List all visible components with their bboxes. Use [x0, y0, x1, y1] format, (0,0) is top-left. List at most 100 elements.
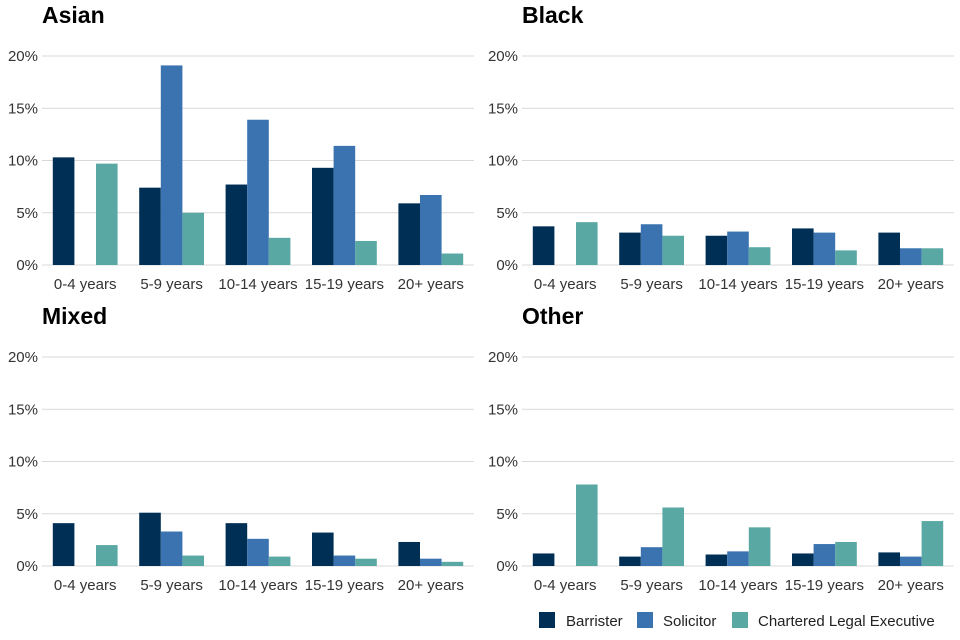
bar-mixed-barrister	[52, 523, 75, 566]
bar-other-barrister	[705, 554, 728, 566]
y-tick-label: 0%	[16, 558, 38, 575]
bar-other-chartered-legal-executive	[662, 507, 684, 566]
x-tick-label: 5-9 years	[620, 577, 683, 594]
bar-mixed-chartered-legal-executive	[355, 558, 377, 566]
x-tick-label: 10-14 years	[698, 577, 777, 594]
bar-other-chartered-legal-executive	[748, 527, 771, 566]
x-tick-label: 15-19 years	[785, 577, 864, 594]
bar-other-solicitor	[640, 547, 663, 566]
bar-asian-solicitor	[160, 65, 183, 265]
bar-asian-chartered-legal-executive	[441, 253, 464, 265]
y-tick-label: 0%	[496, 558, 518, 575]
x-tick-label: 20+ years	[878, 276, 944, 293]
x-tick-label: 20+ years	[878, 577, 944, 594]
panel-title-black: Black	[522, 2, 584, 28]
legend-swatch-barrister	[539, 612, 555, 628]
x-tick-label: 15-19 years	[305, 577, 384, 594]
y-tick-label: 15%	[488, 401, 518, 418]
legend-swatch-solicitor	[637, 612, 653, 628]
bar-asian-barrister	[312, 167, 334, 265]
bar-black-barrister	[878, 232, 900, 265]
x-tick-label: 5-9 years	[620, 276, 683, 293]
y-tick-label: 20%	[8, 349, 38, 366]
bar-other-barrister	[878, 552, 900, 566]
legend-label-solicitor: Solicitor	[663, 613, 716, 630]
bar-other-solicitor	[813, 544, 836, 566]
bar-black-solicitor	[900, 248, 922, 265]
panel-title-asian: Asian	[42, 2, 105, 28]
x-tick-label: 0-4 years	[534, 276, 597, 293]
y-tick-label: 15%	[488, 100, 518, 117]
x-tick-label: 10-14 years	[218, 276, 297, 293]
y-tick-label: 20%	[488, 349, 518, 366]
bar-mixed-barrister	[398, 541, 420, 566]
y-tick-label: 20%	[488, 48, 518, 65]
x-tick-label: 5-9 years	[140, 577, 203, 594]
bar-black-barrister	[705, 235, 728, 265]
bar-mixed-solicitor	[420, 558, 442, 566]
bar-mixed-chartered-legal-executive	[182, 555, 204, 566]
bar-asian-barrister	[139, 187, 161, 265]
panel-title-mixed: Mixed	[42, 303, 107, 329]
x-tick-label: 15-19 years	[305, 276, 384, 293]
bar-mixed-chartered-legal-executive	[96, 545, 118, 566]
bar-black-barrister	[619, 232, 641, 265]
legend-swatch-chartered-legal-executive	[732, 612, 748, 628]
bar-asian-barrister	[225, 184, 248, 265]
bar-black-solicitor	[727, 231, 749, 265]
bar-other-solicitor	[900, 556, 922, 566]
bar-other-barrister	[619, 556, 641, 566]
bar-other-chartered-legal-executive	[921, 521, 944, 566]
bar-black-barrister	[792, 228, 814, 265]
bar-black-chartered-legal-executive	[835, 250, 857, 265]
bar-other-solicitor	[727, 551, 749, 566]
bar-other-chartered-legal-executive	[576, 484, 598, 566]
y-tick-label: 15%	[8, 401, 38, 418]
bar-mixed-solicitor	[333, 555, 356, 566]
bar-other-chartered-legal-executive	[835, 541, 857, 566]
y-tick-label: 0%	[496, 257, 518, 274]
bar-mixed-barrister	[312, 532, 334, 566]
y-tick-label: 0%	[16, 257, 38, 274]
x-tick-label: 0-4 years	[54, 276, 117, 293]
y-tick-label: 10%	[488, 454, 518, 471]
bar-black-barrister	[532, 226, 555, 265]
bar-asian-barrister	[52, 157, 75, 265]
y-tick-label: 10%	[8, 153, 38, 170]
x-tick-label: 5-9 years	[140, 276, 203, 293]
bar-black-solicitor	[813, 232, 836, 265]
bar-black-chartered-legal-executive	[748, 247, 771, 265]
bar-asian-chartered-legal-executive	[96, 163, 118, 265]
y-tick-label: 5%	[16, 506, 38, 523]
y-tick-label: 15%	[8, 100, 38, 117]
y-tick-label: 5%	[496, 506, 518, 523]
bar-black-chartered-legal-executive	[662, 235, 684, 265]
bar-other-barrister	[532, 553, 555, 566]
x-tick-label: 15-19 years	[785, 276, 864, 293]
y-tick-label: 5%	[496, 205, 518, 222]
bar-mixed-chartered-legal-executive	[268, 556, 291, 566]
x-tick-label: 0-4 years	[534, 577, 597, 594]
bar-mixed-solicitor	[160, 531, 183, 566]
bar-black-chartered-legal-executive	[921, 248, 944, 265]
y-tick-label: 10%	[8, 454, 38, 471]
bar-other-barrister	[792, 553, 814, 566]
bar-black-solicitor	[640, 224, 663, 265]
bar-asian-chartered-legal-executive	[268, 237, 291, 265]
bar-asian-chartered-legal-executive	[355, 240, 377, 265]
x-tick-label: 10-14 years	[698, 276, 777, 293]
x-tick-label: 20+ years	[398, 276, 464, 293]
bar-asian-solicitor	[420, 194, 442, 265]
bar-asian-solicitor	[247, 119, 269, 266]
bar-mixed-chartered-legal-executive	[441, 561, 464, 566]
x-tick-label: 10-14 years	[218, 577, 297, 594]
y-tick-label: 20%	[8, 48, 38, 65]
bar-mixed-barrister	[225, 523, 248, 566]
legend-label-chartered-legal-executive: Chartered Legal Executive	[758, 613, 935, 630]
bar-mixed-solicitor	[247, 538, 269, 566]
x-tick-label: 0-4 years	[54, 577, 117, 594]
bar-black-chartered-legal-executive	[576, 222, 598, 265]
bar-asian-barrister	[398, 203, 420, 265]
bar-mixed-barrister	[139, 512, 161, 566]
